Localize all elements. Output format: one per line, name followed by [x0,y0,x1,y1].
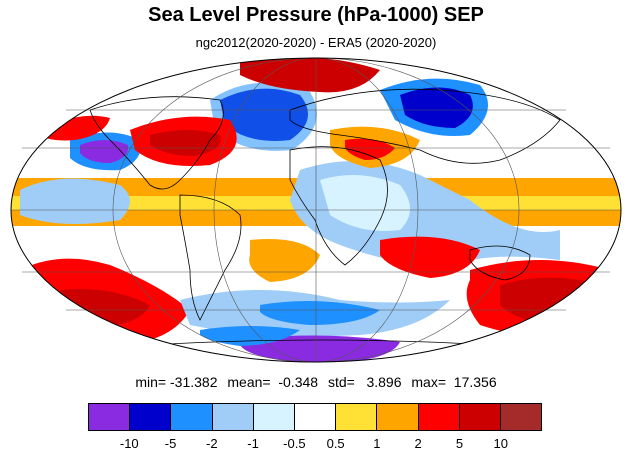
colorbar-swatch [459,404,501,430]
colorbar-swatch [418,404,460,430]
colorbar-swatch [336,404,378,430]
statistics-line: min= -31.382 mean= -0.348 std= 3.896 max… [0,374,632,390]
colorbar-tick-label: -5 [164,436,177,451]
colorbar-swatch [294,404,337,430]
stat-max: max= 17.356 [411,374,497,390]
stat-mean: mean= -0.348 [227,374,319,390]
colorbar-swatch [130,404,172,430]
colorbar-tick-label: -10 [119,436,139,451]
colorbar-tick-label: -0.5 [283,436,306,451]
colorbar-swatch [500,404,542,430]
colorbar-tick-label: 1 [373,436,381,451]
colorbar-tick-label: 5 [455,436,464,451]
colorbar-swatch [171,404,213,430]
colorbar-swatch [212,404,254,430]
stat-std: std= 3.896 [327,374,402,390]
colorbar-tick-label: 10 [493,436,508,451]
colorbar-swatch [253,404,295,430]
stat-min: min= -31.382 [135,374,218,390]
colorbar-labels: -10 -5 -2 -1 -0.5 0.5 1 2 5 10 [88,436,542,454]
chart-subtitle: ngc2012(2020-2020) - ERA5 (2020-2020) [195,35,437,50]
colorbar-swatch [377,404,419,430]
colorbar-tick-label: -1 [247,436,259,451]
colorbar-swatch [89,404,131,430]
chart-title: Sea Level Pressure (hPa-1000) SEP [148,4,484,26]
colorbar-tick-label: 2 [414,436,422,451]
colorbar-tick-label: -2 [206,436,218,451]
colorbar [88,403,542,431]
mollweide-map [10,57,622,363]
colorbar-tick-label: 0.5 [326,436,345,451]
globe-outline [10,57,622,363]
